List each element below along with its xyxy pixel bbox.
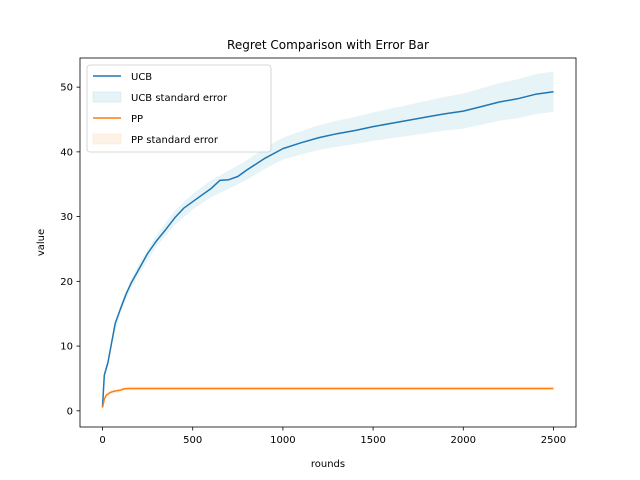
legend: UCB UCB standard error PP PP standard er… (86, 64, 272, 153)
x-axis-label: rounds (311, 459, 345, 470)
legend-swatch-ucb-se (92, 91, 122, 103)
line-pp (101, 387, 554, 408)
series-lines (101, 90, 554, 408)
y-tick-label: 40 (60, 147, 73, 158)
band-ucb-standard-error (102, 71, 554, 409)
x-tick-label: 1500 (360, 435, 385, 446)
chart-title: Regret Comparison with Error Bar (227, 38, 429, 52)
legend-label-pp-se: PP standard error (131, 135, 219, 146)
legend-swatch-pp-se (92, 133, 122, 145)
plot-frame (79, 57, 577, 428)
y-axis-ticks: 0 10 20 30 40 50 (60, 83, 80, 417)
legend-box (86, 64, 272, 153)
x-axis-ticks: 0 500 1000 1500 2000 2500 (99, 427, 566, 446)
y-tick-label: 30 (60, 212, 73, 223)
legend-label-ucb: UCB (131, 72, 152, 83)
legend-label-pp: PP (131, 114, 143, 125)
y-tick-label: 50 (60, 83, 73, 94)
x-tick-label: 2000 (451, 435, 476, 446)
x-tick-label: 500 (183, 435, 202, 446)
y-tick-label: 20 (60, 277, 73, 288)
legend-label-ucb-se: UCB standard error (131, 93, 228, 104)
band-pp-standard-error (102, 386, 554, 409)
line-ucb (101, 90, 554, 407)
x-tick-label: 2500 (541, 435, 566, 446)
y-tick-label: 10 (60, 342, 73, 353)
y-tick-label: 0 (67, 406, 73, 417)
y-axis-label: value (36, 229, 47, 256)
x-tick-label: 0 (99, 435, 105, 446)
x-tick-label: 1000 (270, 435, 295, 446)
